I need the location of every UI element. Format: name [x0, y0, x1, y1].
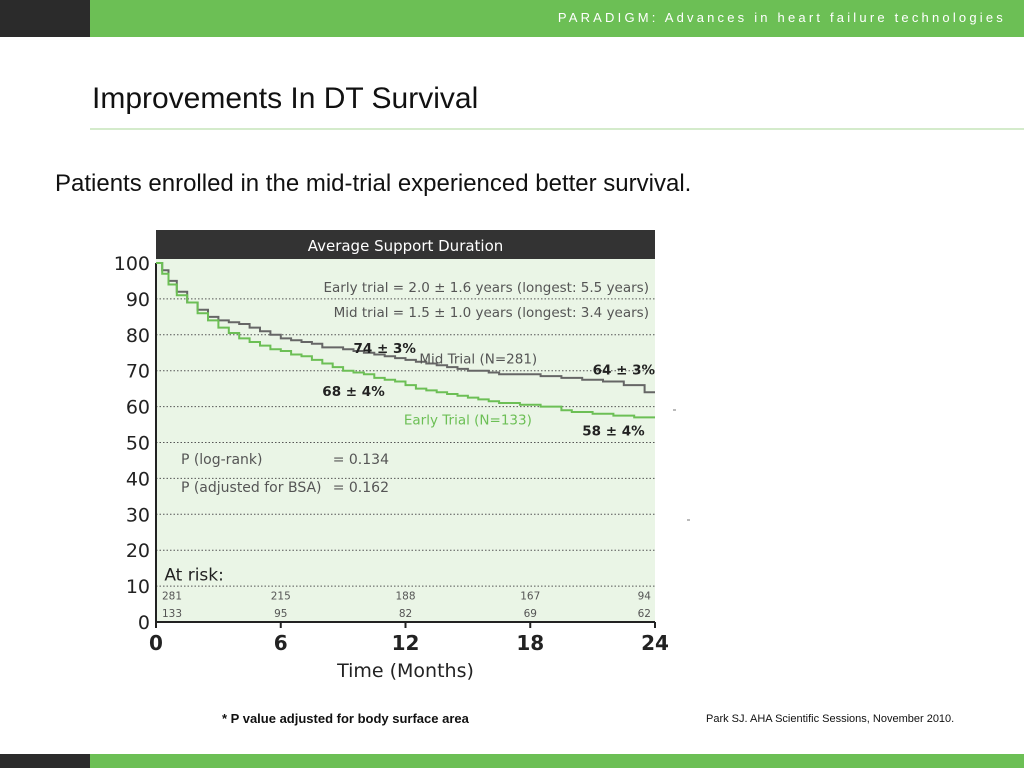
- footer-dark-block: [0, 754, 90, 768]
- y-tick-label: 60: [126, 397, 150, 419]
- mid-trial-line: [156, 262, 655, 394]
- y-tick-label: 0: [138, 612, 150, 634]
- p-value: = 0.162: [333, 480, 389, 496]
- at-risk-mid-count: 281: [162, 591, 182, 603]
- at-risk-label: At risk:: [164, 566, 224, 586]
- at-risk-early-count: 133: [162, 608, 182, 620]
- y-tick-label: 90: [126, 289, 150, 311]
- at-risk-early-count: 69: [524, 608, 537, 620]
- chart-title: Average Support Duration: [308, 237, 504, 255]
- y-tick-label: 80: [126, 325, 150, 347]
- x-tick-label: 18: [516, 631, 544, 655]
- early-12mo-label: 68 ± 4%: [322, 384, 385, 400]
- mid-trial-label: Mid Trial (N=281): [419, 352, 537, 368]
- at-risk-mid-count: 188: [395, 591, 415, 603]
- x-axis-label: Time (Months): [336, 660, 474, 682]
- plot-background: [156, 230, 655, 622]
- early-24mo-label: 58 ± 4%: [582, 423, 645, 439]
- y-tick-label: 20: [126, 540, 150, 562]
- chart-title-band: [156, 230, 655, 259]
- p-value-label: P (log-rank): [181, 452, 263, 468]
- at-risk-early-count: 62: [638, 608, 651, 620]
- x-tick-label: 0: [149, 631, 163, 655]
- slide-subtitle: Patients enrolled in the mid-trial exper…: [55, 170, 692, 197]
- at-risk-mid-count: 167: [520, 591, 540, 603]
- early-trial-label: Early Trial (N=133): [404, 413, 532, 429]
- stray-speck: [687, 519, 690, 521]
- title-divider: [90, 128, 1024, 130]
- footnote: * P value adjusted for body surface area: [222, 711, 469, 726]
- x-tick-label: 12: [392, 631, 420, 655]
- y-tick-label: 30: [126, 504, 150, 526]
- stray-speck: [673, 409, 676, 411]
- mid-12mo-label: 74 ± 3%: [353, 341, 416, 357]
- y-tick-label: 40: [126, 468, 150, 490]
- duration-note: Mid trial = 1.5 ± 1.0 years (longest: 3.…: [334, 305, 649, 321]
- y-tick-label: 10: [126, 576, 150, 598]
- at-risk-mid-count: 94: [638, 591, 652, 603]
- at-risk-early-count: 82: [399, 608, 412, 620]
- p-value: = 0.134: [333, 452, 389, 468]
- brand-text: PARADIGM: Advances in heart failure tech…: [557, 10, 1006, 25]
- footer-bar: [0, 754, 1024, 768]
- at-risk-mid-count: 215: [271, 591, 291, 603]
- header-bar: PARADIGM: Advances in heart failure tech…: [0, 0, 1024, 37]
- citation: Park SJ. AHA Scientific Sessions, Novemb…: [706, 713, 955, 725]
- mid-24mo-label: 64 ± 3%: [593, 362, 656, 378]
- y-tick-label: 100: [114, 253, 150, 275]
- y-tick-label: 50: [126, 433, 150, 455]
- p-value-label: P (adjusted for BSA): [181, 480, 322, 496]
- duration-note: Early trial = 2.0 ± 1.6 years (longest: …: [323, 280, 649, 296]
- at-risk-early-count: 95: [274, 608, 287, 620]
- slide-title: Improvements In DT Survival: [92, 82, 479, 115]
- x-tick-label: 24: [641, 631, 669, 655]
- y-tick-label: 70: [126, 361, 150, 383]
- header-dark-block: [0, 0, 90, 37]
- x-tick-label: 6: [274, 631, 288, 655]
- early-trial-line: [156, 262, 655, 419]
